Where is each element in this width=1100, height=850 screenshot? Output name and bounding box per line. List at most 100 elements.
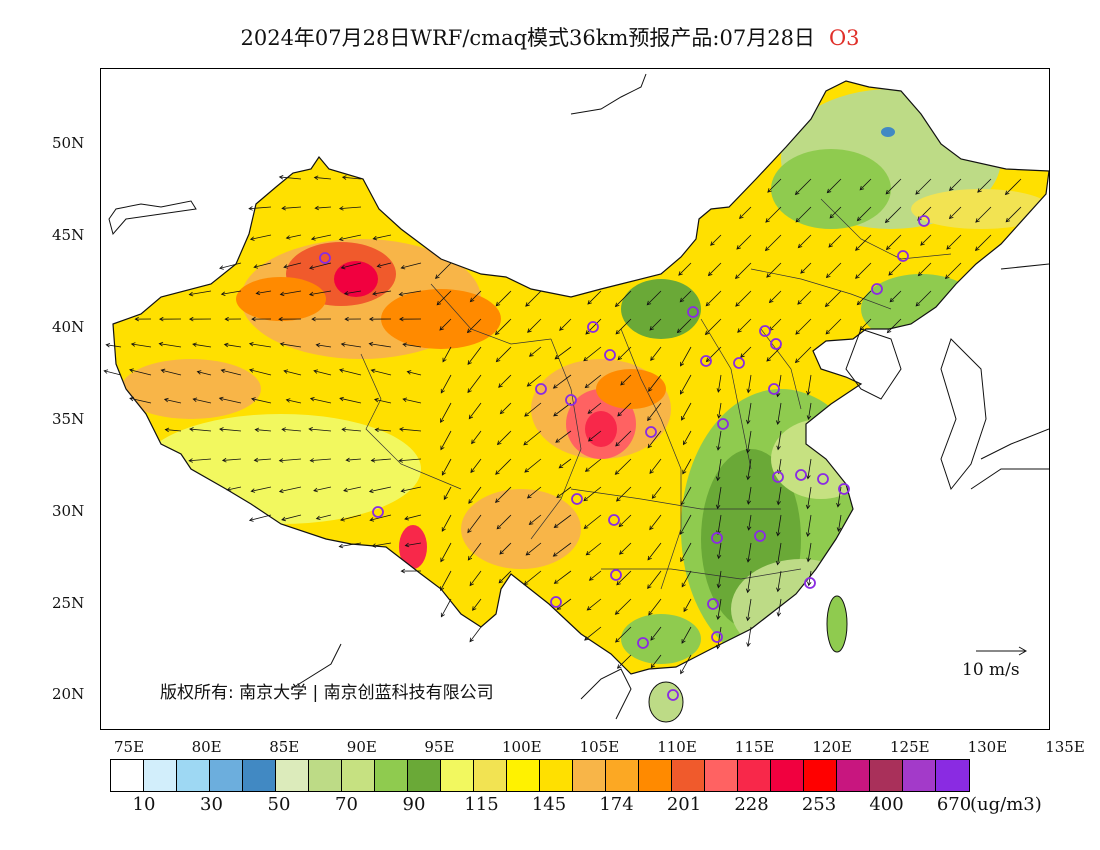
legend-label: 201 <box>666 794 702 815</box>
wind-arrow <box>584 374 602 389</box>
wind-arrow <box>716 514 722 536</box>
wind-arrow <box>679 374 692 395</box>
wind-arrow <box>584 626 602 641</box>
legend-label: 174 <box>599 794 634 815</box>
contour-region <box>121 359 261 419</box>
wind-arrow <box>467 346 482 365</box>
wind-arrow <box>253 262 272 269</box>
latitude-tick-label: 50N <box>52 134 85 152</box>
city-marker <box>610 569 622 581</box>
wind-arrow <box>371 542 392 548</box>
legend-label: 253 <box>801 794 837 815</box>
wind-arrow <box>248 206 272 211</box>
coastlines <box>108 73 1049 720</box>
wind-arrow <box>948 178 962 192</box>
border-line <box>430 283 552 345</box>
longitude-tick-label: 75E <box>114 738 145 756</box>
legend-swatch <box>408 760 441 791</box>
wind-arrow <box>398 290 422 297</box>
wind-arrow <box>715 458 722 482</box>
wind-arrow <box>775 542 782 566</box>
wind-arrow <box>526 486 542 499</box>
wind-arrow <box>134 316 152 322</box>
legend-label: 90 <box>402 794 426 815</box>
wind-arrow <box>221 457 242 463</box>
legend-swatch <box>903 760 936 791</box>
wind-arrow <box>313 175 332 180</box>
wind-arrow <box>556 486 572 499</box>
wind-arrow <box>829 206 842 219</box>
wind-arrow <box>825 262 842 279</box>
latitude-tick-label: 40N <box>52 318 85 336</box>
wind-arrow <box>338 542 362 549</box>
copyright-notice: 版权所有: 南京大学 | 南京创蓝科技有限公司 <box>160 683 494 703</box>
wind-arrow <box>678 262 692 276</box>
wind-arrow <box>499 402 512 415</box>
contour-region <box>334 261 378 297</box>
wind-arrow <box>680 542 692 563</box>
legend-label: 670 <box>936 794 972 815</box>
wind-reference-label: 10 m/s <box>962 660 1020 680</box>
longitude-tick-label: 120E <box>812 738 852 756</box>
wind-arrow <box>648 598 662 616</box>
wind-arrow <box>647 430 662 449</box>
wind-arrow <box>975 206 992 223</box>
wind-arrow <box>946 234 962 250</box>
wind-arrow <box>524 402 542 417</box>
wind-arrow <box>369 514 392 522</box>
wind-arrow <box>374 397 392 404</box>
legend-swatch <box>507 760 540 791</box>
latitude-tick-label: 35N <box>52 410 85 428</box>
wind-arrow <box>158 316 182 322</box>
wind-arrow <box>806 542 812 563</box>
wind-arrow <box>278 458 302 463</box>
wind-arrow <box>614 290 632 308</box>
wind-arrow <box>374 427 392 433</box>
lake <box>881 127 895 137</box>
wind-arrow <box>682 458 692 475</box>
wind-arrow <box>255 290 272 296</box>
wind-arrow <box>746 402 752 425</box>
legend-label: 228 <box>734 794 769 815</box>
wind-arrow <box>584 458 602 472</box>
wind-arrow <box>368 316 392 322</box>
city-marker <box>711 532 723 544</box>
wind-arrow <box>440 542 452 563</box>
wind-arrow <box>649 514 662 531</box>
wind-arrow <box>158 341 182 348</box>
city-marker <box>550 596 562 608</box>
longitude-tick-label: 100E <box>502 738 542 756</box>
wind-arrow <box>468 402 482 420</box>
wind-arrow <box>555 430 572 443</box>
wind-arrow <box>888 262 902 276</box>
wind-arrow <box>650 346 662 362</box>
wind-arrow <box>313 369 332 376</box>
wind-arrow <box>309 396 332 404</box>
wind-arrow <box>338 234 362 242</box>
wind-arrow <box>617 346 632 361</box>
wind-arrow <box>859 318 872 331</box>
wind-arrow <box>525 542 542 556</box>
wind-arrow <box>746 626 752 648</box>
wind-arrow <box>884 206 902 224</box>
wind-arrow <box>977 178 992 193</box>
wind-arrow <box>885 234 902 251</box>
wind-arrow <box>467 514 482 534</box>
wind-arrow <box>467 374 482 394</box>
legend-swatch <box>639 760 672 791</box>
wind-arrow <box>680 654 692 675</box>
wind-arrow <box>406 370 422 376</box>
wind-arrow <box>776 598 782 617</box>
wind-arrow <box>917 262 932 277</box>
city-marker <box>707 598 719 610</box>
wind-arrow <box>885 178 902 195</box>
wind-arrow <box>345 457 362 463</box>
contour-region <box>621 614 701 664</box>
wind-arrow <box>283 262 302 269</box>
wind-arrow <box>399 427 422 432</box>
wind-arrow <box>253 457 272 463</box>
map-canvas <box>103 73 1049 723</box>
wind-arrow <box>776 570 782 593</box>
wind-arrow <box>583 514 602 529</box>
city-marker <box>897 250 909 262</box>
